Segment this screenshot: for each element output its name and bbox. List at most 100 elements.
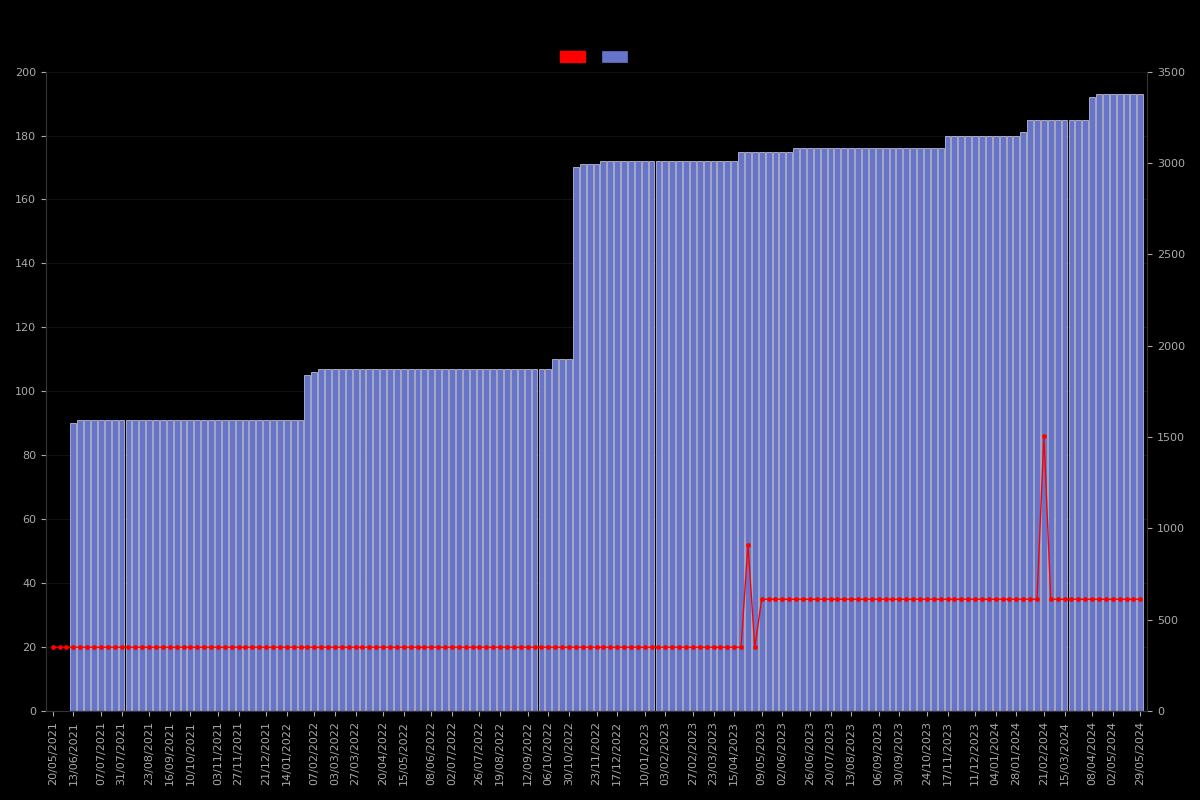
Bar [1075, 119, 1081, 711]
Bar [821, 148, 827, 711]
Bar [91, 420, 97, 711]
Bar [552, 359, 558, 711]
Bar [476, 369, 482, 711]
Point [360, 641, 379, 654]
Point [126, 641, 145, 654]
Bar [353, 369, 359, 711]
Point [539, 641, 558, 654]
Point [889, 593, 908, 606]
Point [635, 641, 654, 654]
Bar [1082, 119, 1088, 711]
Point [1027, 593, 1046, 606]
Point [1090, 593, 1109, 606]
Point [1123, 593, 1142, 606]
Point [986, 593, 1006, 606]
Point [78, 641, 97, 654]
Point [1055, 593, 1074, 606]
Bar [1034, 119, 1040, 711]
Point [484, 641, 503, 654]
Bar [1096, 94, 1102, 711]
Point [504, 641, 523, 654]
Bar [511, 369, 517, 711]
Bar [635, 161, 641, 711]
Point [91, 641, 110, 654]
Bar [242, 420, 248, 711]
Point [952, 593, 971, 606]
Bar [904, 148, 910, 711]
Point [559, 641, 578, 654]
Point [449, 641, 468, 654]
Bar [690, 161, 696, 711]
Bar [154, 420, 158, 711]
Bar [738, 151, 744, 711]
Bar [572, 167, 578, 711]
Bar [965, 135, 971, 711]
Bar [1040, 119, 1046, 711]
Bar [718, 161, 724, 711]
Bar [869, 148, 875, 711]
Point [456, 641, 475, 654]
Point [828, 593, 847, 606]
Bar [731, 161, 737, 711]
Bar [215, 420, 221, 711]
Point [436, 641, 455, 654]
Bar [806, 148, 812, 711]
Point [863, 593, 882, 606]
Bar [683, 161, 689, 711]
Bar [917, 148, 923, 711]
Point [257, 641, 276, 654]
Point [566, 641, 586, 654]
Bar [180, 420, 186, 711]
Bar [834, 148, 840, 711]
Bar [924, 148, 930, 711]
Point [869, 593, 888, 606]
Point [408, 641, 427, 654]
Point [628, 641, 647, 654]
Bar [126, 420, 131, 711]
Point [518, 641, 538, 654]
Bar [146, 420, 152, 711]
Bar [518, 369, 523, 711]
Point [146, 641, 166, 654]
Bar [1055, 119, 1061, 711]
Bar [931, 148, 937, 711]
Bar [828, 148, 834, 711]
Bar [436, 369, 442, 711]
Point [353, 641, 372, 654]
Bar [986, 135, 991, 711]
Bar [235, 420, 241, 711]
Point [43, 641, 62, 654]
Point [229, 641, 248, 654]
Point [732, 641, 751, 654]
Bar [1117, 94, 1122, 711]
Point [546, 641, 565, 654]
Point [312, 641, 331, 654]
Point [594, 641, 613, 654]
Point [697, 641, 716, 654]
Point [187, 641, 206, 654]
Point [340, 641, 359, 654]
Bar [202, 420, 208, 711]
Bar [421, 369, 427, 711]
Point [174, 641, 193, 654]
Bar [1110, 94, 1116, 711]
Bar [539, 369, 545, 711]
Point [160, 641, 179, 654]
Bar [257, 420, 262, 711]
Point [642, 641, 661, 654]
Bar [848, 148, 854, 711]
Point [677, 641, 696, 654]
Bar [139, 420, 145, 711]
Point [1069, 593, 1088, 606]
Bar [332, 369, 338, 711]
Bar [752, 151, 757, 711]
Point [1110, 593, 1129, 606]
Bar [119, 420, 125, 711]
Bar [1123, 94, 1129, 711]
Point [290, 641, 310, 654]
Bar [587, 164, 593, 711]
Point [119, 641, 138, 654]
Bar [524, 369, 530, 711]
Bar [896, 148, 902, 711]
Bar [338, 369, 344, 711]
